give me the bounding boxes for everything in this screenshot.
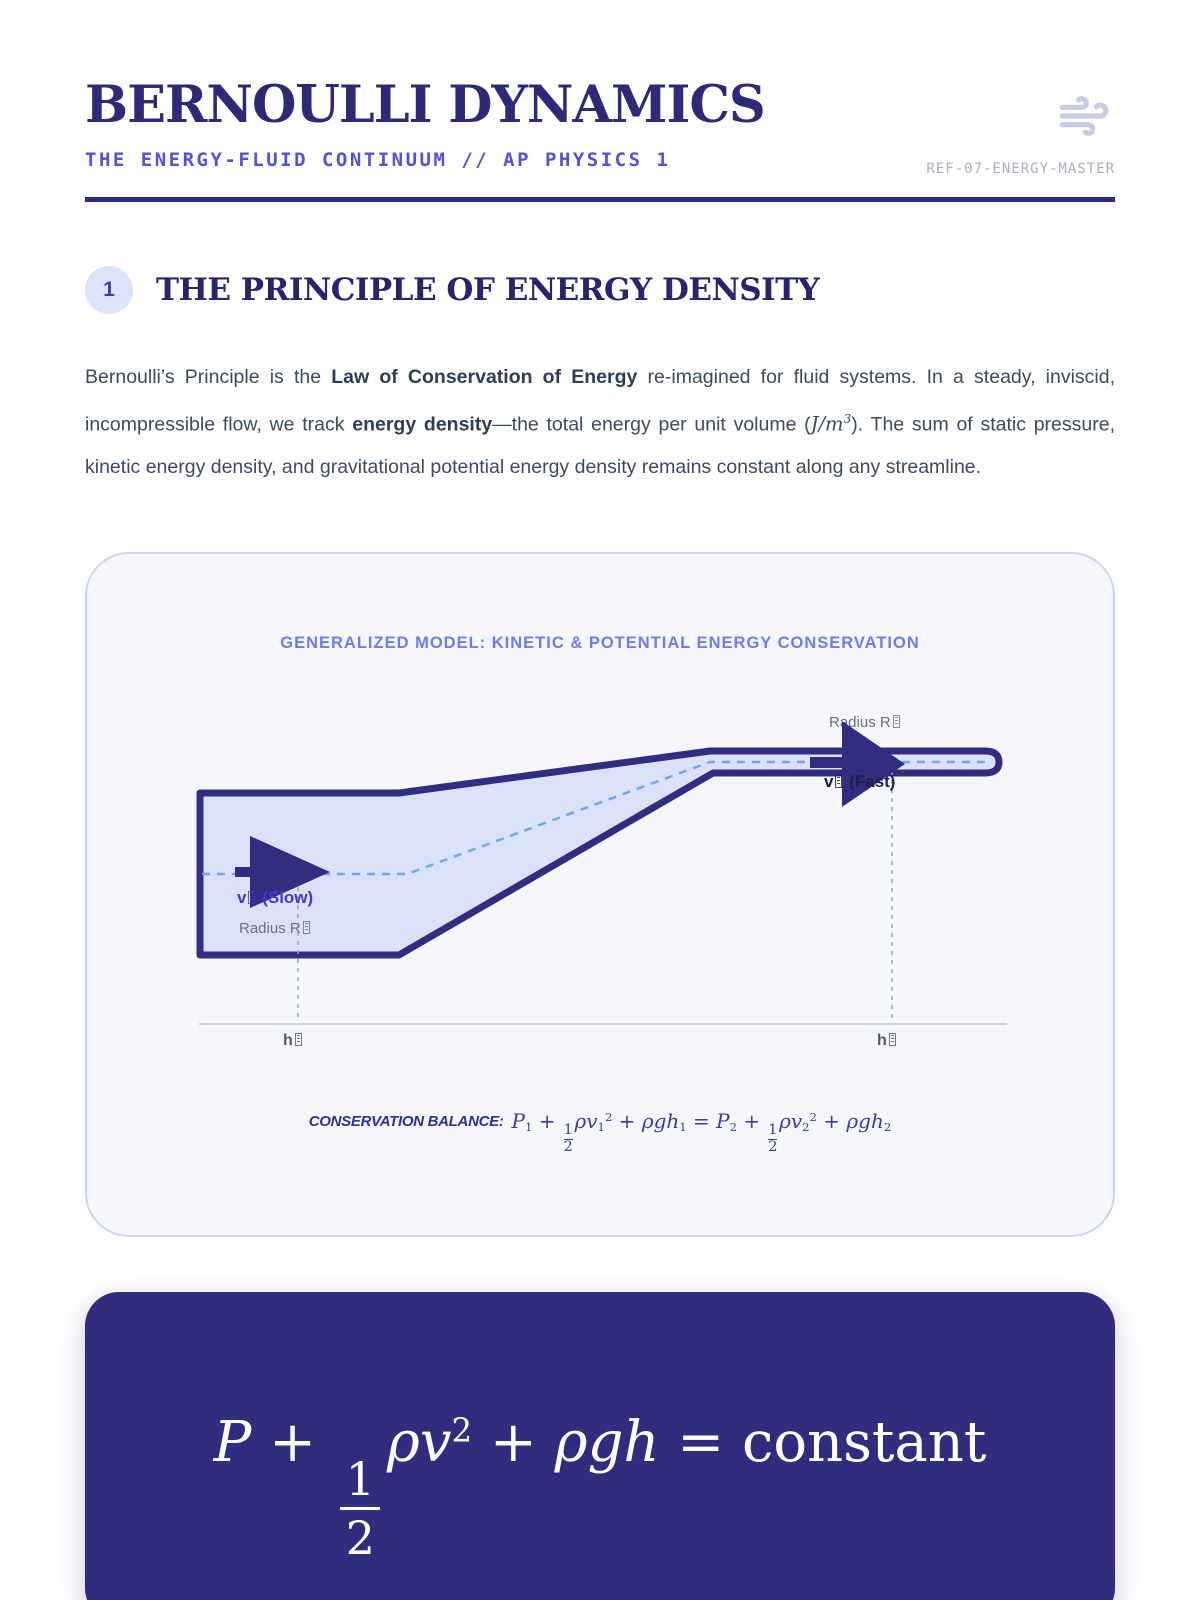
radius-r1-label: Radius R [239, 920, 312, 937]
conservation-balance-row: CONSERVATION BALANCE: P1 + 1 2 ρv12 + ρgh1 … [87, 1109, 1113, 1156]
intro-bold-2: energy density [352, 413, 493, 436]
page-subtitle: THE ENERGY-FLUID CONTINUUM // AP PHYSICS… [85, 149, 671, 171]
formula-token: + [251, 1409, 334, 1475]
formula-token: 2 [883, 1119, 892, 1134]
formula-token: 1 [525, 1119, 533, 1134]
formula-token: ρgh [846, 1108, 884, 1133]
v1-suffix-text: (Slow) [257, 887, 314, 907]
fraction-numerator: 1 [563, 1121, 573, 1138]
slow-arrow-head [250, 835, 330, 908]
height-1-label: h [283, 1032, 304, 1050]
formula-token: 2 [802, 1119, 810, 1134]
slow-arrow-tail [235, 866, 251, 877]
formula-token: 2 [451, 1411, 473, 1450]
formula-token: 1 [679, 1119, 687, 1134]
velocity-2-label: v (Fast) [824, 772, 895, 792]
formula-token: = [659, 1409, 743, 1475]
formula-token: 2 [729, 1119, 737, 1134]
formula-token: + [532, 1108, 562, 1133]
fraction-denominator: 2 [563, 1138, 573, 1155]
fraction-denominator: 2 [340, 1506, 381, 1566]
intro-text-2: re-imagined for fluid systems. In a stea… [85, 366, 1116, 436]
venturi-pipe-diagram: Radius R [87, 676, 1113, 1071]
v2-text: v [824, 771, 834, 791]
velocity-1-label: v (Slow) [237, 888, 313, 908]
fraction-numerator: 1 [345, 1451, 375, 1506]
v2-suffix-text: (Fast) [844, 771, 896, 791]
formula-token: constant [742, 1409, 987, 1475]
formula-token: + [816, 1108, 847, 1133]
intro-text-4: ). The sum of static pressure, kinetic e… [85, 413, 1115, 478]
formula-token: + [737, 1108, 767, 1133]
formula-token: ρv [386, 1409, 452, 1475]
formula-token: P [716, 1108, 730, 1133]
formula-token: ρgh [554, 1409, 660, 1475]
intro-paragraph: Bernoulli’s Principle is the Law of Cons… [85, 356, 1115, 488]
bernoulli-equation: P + 1 2 ρv2 + ρgh = constant [214, 1410, 987, 1566]
figure-caption: GENERALIZED MODEL: KINETIC & POTENTIAL E… [280, 633, 920, 652]
header-right-block: REF-07-ENERGY-MASTER [926, 90, 1115, 177]
page-title: BERNOULLI DYNAMICS [85, 75, 766, 135]
streamline-dashed [202, 760, 990, 875]
pipe-outline [196, 747, 1003, 958]
section-number-badge: 1 [85, 266, 133, 314]
formula-token: = [686, 1108, 717, 1133]
document-header: BERNOULLI DYNAMICS THE ENERGY-FLUID CONT… [85, 0, 1115, 202]
height-2-label: h [877, 1032, 898, 1050]
fraction-denominator: 2 [768, 1138, 778, 1155]
intro-text-3: —the total energy per unit volume ( [492, 413, 811, 436]
formula-token: ρv [574, 1108, 598, 1133]
section-title: THE PRINCIPLE OF ENERGY DENSITY [156, 272, 820, 308]
formula-token: 2 [809, 1109, 817, 1124]
figure-panel: GENERALIZED MODEL: KINETIC & POTENTIAL E… [85, 551, 1115, 1237]
fast-arrow-tail [810, 756, 844, 768]
inline-math-j-per-m3: J/m [810, 412, 844, 436]
intro-bold-1: Law of Conservation of Energy [331, 366, 638, 388]
formula-token: + [472, 1409, 555, 1475]
missing-glyph-box [892, 714, 900, 728]
fraction-numerator: 1 [768, 1121, 778, 1138]
formula-token: 2 [604, 1109, 613, 1124]
conservation-balance-label: CONSERVATION BALANCE: [308, 1112, 504, 1130]
inline-math-exponent: 3 [843, 412, 852, 426]
missing-glyph-box [888, 1032, 896, 1046]
missing-glyph-box [835, 774, 843, 788]
missing-glyph-box [294, 1032, 302, 1046]
h1-text: h [283, 1031, 293, 1049]
h2-text: h [877, 1031, 887, 1049]
formula-token: + [612, 1108, 642, 1133]
formula-token: 1 [597, 1119, 605, 1134]
bernoulli-equation-panel: P + 1 2 ρv2 + ρgh = constant [85, 1291, 1115, 1600]
missing-glyph-box [248, 890, 256, 904]
missing-glyph-box [302, 920, 310, 934]
v1-text: v [237, 887, 247, 907]
fast-arrow-head [842, 720, 905, 807]
radius-r1-text: Radius R [239, 919, 301, 937]
reference-code: REF-07-ENERGY-MASTER [926, 161, 1115, 177]
intro-text-1: Bernoulli’s Principle is the [85, 366, 332, 388]
formula-token: ρv [779, 1108, 803, 1133]
header-divider [85, 197, 1115, 202]
formula-token: ρgh [641, 1108, 680, 1133]
formula-token: P [511, 1108, 526, 1133]
pipe-svg [196, 720, 1007, 1025]
conservation-balance-formula: P1 + 1 2 ρv12 + ρgh1 = P2 + 1 2 ρv22 + ρgh2 [511, 1108, 892, 1155]
formula-token: P [213, 1409, 252, 1475]
section-heading: 1 THE PRINCIPLE OF ENERGY DENSITY [85, 266, 1115, 314]
wind-icon [1053, 90, 1115, 142]
